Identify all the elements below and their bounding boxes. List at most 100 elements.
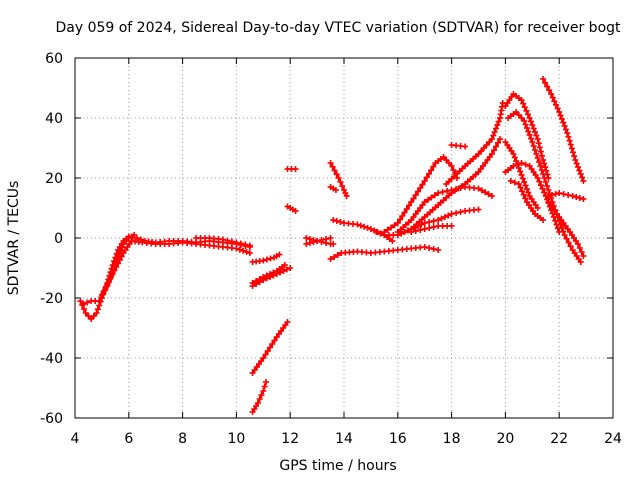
data-point <box>537 182 544 189</box>
data-point <box>260 274 267 280</box>
data-point <box>260 355 267 361</box>
series-arc-26 <box>502 91 552 181</box>
data-point <box>518 97 525 103</box>
data-point <box>573 160 580 167</box>
y-tick-label: 40 <box>45 111 63 127</box>
data-point <box>531 129 538 135</box>
data-point <box>521 118 528 124</box>
x-tick-label: 10 <box>227 431 245 447</box>
data-point <box>388 224 395 231</box>
series-arc-5 <box>249 251 283 265</box>
data-point <box>428 194 435 201</box>
data-point <box>571 153 578 160</box>
y-tick-labels: -60 -40 -20 0 20 40 60 <box>40 51 63 427</box>
data-point <box>576 195 583 201</box>
data-point <box>575 241 582 247</box>
data-point <box>513 158 520 164</box>
data-point <box>522 182 529 189</box>
data-point <box>115 260 122 267</box>
data-point <box>401 209 408 216</box>
data-point <box>84 299 91 306</box>
series-arc-3 <box>98 238 253 298</box>
data-point <box>521 104 528 111</box>
data-point <box>426 245 433 251</box>
data-point <box>444 188 451 194</box>
series-trace <box>82 234 135 305</box>
data-point <box>233 239 240 246</box>
data-point <box>511 179 518 186</box>
data-point <box>560 191 567 197</box>
data-point <box>570 149 577 156</box>
y-tick-label: -20 <box>40 291 63 307</box>
data-point <box>254 400 261 406</box>
data-point <box>537 148 544 155</box>
data-point <box>417 227 424 233</box>
data-point <box>529 139 536 145</box>
data-point <box>531 147 538 153</box>
data-point <box>515 181 522 187</box>
data-point <box>410 195 417 202</box>
data-point <box>572 157 579 163</box>
data-point <box>418 221 425 228</box>
data-point <box>262 351 269 358</box>
series-arc-24 <box>448 142 469 150</box>
data-point <box>100 288 107 295</box>
data-point <box>111 267 118 274</box>
data-point <box>567 243 574 250</box>
series-arc-20 <box>394 184 495 235</box>
data-point <box>417 185 424 191</box>
data-point <box>566 137 573 144</box>
data-point <box>270 269 277 276</box>
data-point <box>524 111 531 118</box>
series-arc-13 <box>303 235 334 247</box>
data-point <box>310 239 317 245</box>
data-point <box>546 87 553 94</box>
data-point <box>364 224 371 231</box>
data-point <box>530 143 537 149</box>
data-point <box>267 255 274 262</box>
data-point <box>453 186 460 192</box>
data-point <box>426 225 433 231</box>
data-point <box>384 226 391 233</box>
series-arc-9 <box>249 379 269 415</box>
data-point <box>430 163 437 170</box>
x-tick-label: 4 <box>71 431 80 447</box>
data-point <box>109 271 116 277</box>
series-arc-22 <box>408 223 455 235</box>
data-point <box>263 256 270 263</box>
data-point <box>534 205 541 211</box>
data-point <box>104 281 111 288</box>
data-point <box>556 229 563 235</box>
x-tick-label: 18 <box>443 431 461 447</box>
data-point <box>335 175 342 181</box>
data-point <box>96 298 103 304</box>
series-arc-16 <box>327 244 442 262</box>
data-point <box>425 196 432 203</box>
data-point <box>538 167 545 173</box>
y-tick-label: 20 <box>45 171 63 187</box>
data-point <box>537 163 544 169</box>
plot-frame <box>74 57 614 419</box>
data-point <box>448 187 455 193</box>
data-point <box>491 129 498 135</box>
data-point <box>457 185 464 191</box>
data-point <box>577 259 584 265</box>
data-point <box>510 163 517 169</box>
series-arc-4 <box>193 235 253 249</box>
x-tick-label: 24 <box>604 431 622 447</box>
data-point <box>131 232 138 238</box>
data-point <box>550 214 557 220</box>
data-point <box>523 125 530 131</box>
data-point <box>332 187 339 193</box>
data-point <box>562 126 569 133</box>
data-point <box>534 175 541 181</box>
data-point <box>267 344 274 351</box>
data-point <box>426 219 433 225</box>
data-point <box>518 160 525 166</box>
data-point <box>568 145 575 152</box>
data-point <box>520 100 527 107</box>
data-point <box>334 252 341 258</box>
data-point <box>488 136 495 142</box>
data-point <box>107 274 114 281</box>
data-point <box>330 241 337 247</box>
